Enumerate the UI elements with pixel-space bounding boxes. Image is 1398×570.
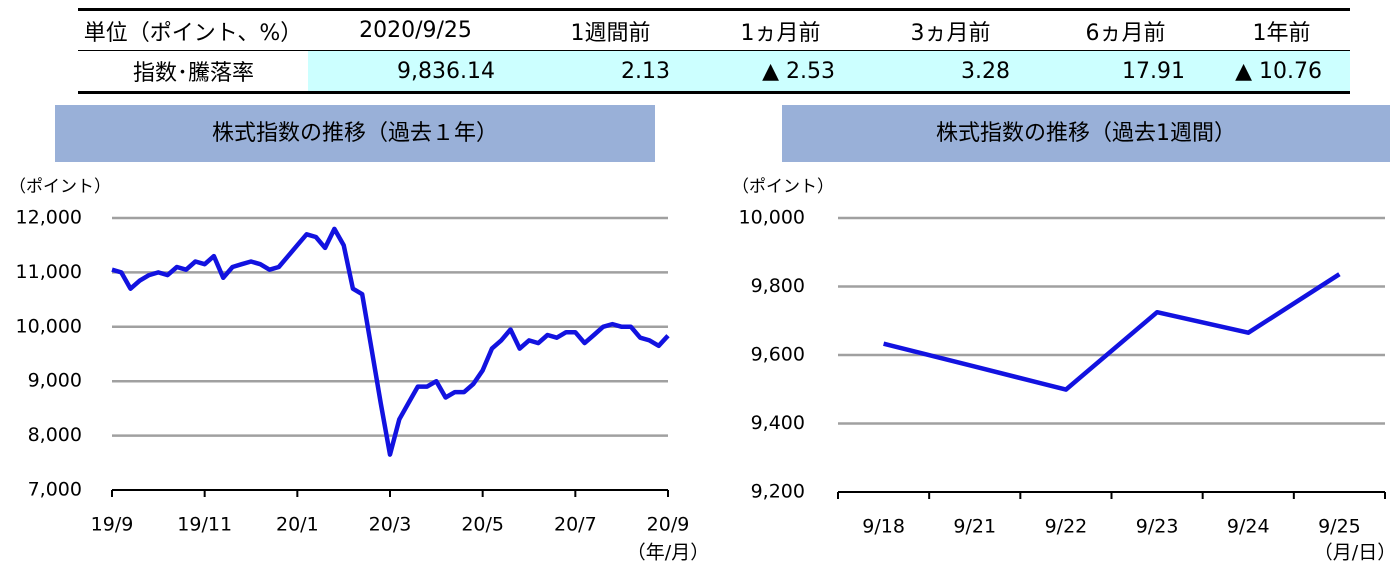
y-tick-label: 10,000 — [16, 315, 82, 337]
x-tick-label: 20/5 — [461, 514, 504, 536]
x-tick-label: 20/9 — [647, 514, 690, 536]
y-tick-label: 8,000 — [28, 424, 82, 446]
x-tick-label: 9/18 — [862, 516, 905, 538]
header-cell: 1年前 — [1213, 8, 1350, 51]
row-label: 指数･騰落率 — [78, 50, 308, 94]
value-cell: ▲ 2.53 — [698, 50, 863, 94]
x-tick-label: 9/22 — [1045, 516, 1088, 538]
x-tick-label: 20/3 — [369, 514, 412, 536]
x-tick-label: 9/25 — [1318, 516, 1361, 538]
title-box — [55, 105, 655, 162]
header-cell: 3ヵ月前 — [863, 8, 1038, 51]
x-tick-label: 20/1 — [276, 514, 319, 536]
chart-title: 株式指数の推移（過去1週間） — [936, 121, 1236, 146]
chart-title: 株式指数の推移（過去１年） — [212, 121, 498, 146]
y-tick-label: 9,400 — [751, 412, 805, 434]
value-cell: ▲ 10.76 — [1213, 50, 1350, 94]
summary-table: 単位（ポイント、%） 2020/9/25 1週間前 1ヵ月前 3ヵ月前 6ヵ月前… — [78, 8, 1350, 94]
header-cell: 1週間前 — [523, 8, 698, 51]
data-line — [111, 226, 670, 457]
x-axis-label: （年/月） — [627, 542, 709, 564]
header-row: 単位（ポイント、%） 2020/9/25 1週間前 1ヵ月前 3ヵ月前 6ヵ月前… — [78, 8, 1350, 51]
y-tick-label: 10,000 — [739, 207, 805, 229]
y-tick-label: 11,000 — [16, 261, 82, 283]
y-axis-label: （ポイント） — [9, 177, 111, 197]
value-cell: 2.13 — [523, 50, 698, 94]
x-axis-label: （月/日） — [1314, 542, 1396, 564]
header-cell: 単位（ポイント、%） — [78, 8, 308, 51]
header-cell: 6ヵ月前 — [1038, 8, 1213, 51]
x-tick-label: 9/21 — [953, 516, 996, 538]
x-tick-label: 19/11 — [177, 514, 232, 536]
y-tick-label: 9,800 — [751, 275, 805, 297]
y-axis-label: （ポイント） — [732, 177, 834, 197]
y-tick-label: 9,600 — [751, 344, 805, 366]
y-tick-label: 12,000 — [16, 207, 82, 229]
x-tick-label: 9/23 — [1136, 516, 1179, 538]
header-cell: 1ヵ月前 — [698, 8, 863, 51]
y-tick-label: 9,200 — [751, 481, 805, 503]
y-tick-label: 9,000 — [28, 370, 82, 392]
x-tick-label: 20/7 — [554, 514, 597, 536]
data-line — [883, 272, 1341, 392]
title-box — [782, 105, 1390, 162]
header-cell: 2020/9/25 — [308, 8, 523, 51]
x-tick-label: 9/24 — [1227, 516, 1270, 538]
value-cell: 17.91 — [1038, 50, 1213, 94]
value-cell: 3.28 — [863, 50, 1038, 94]
value-cell: 9,836.14 — [308, 50, 523, 94]
x-tick-label: 19/9 — [91, 514, 134, 536]
value-row: 指数･騰落率 9,836.14 2.13 ▲ 2.53 3.28 17.91 ▲… — [78, 50, 1350, 94]
y-tick-label: 7,000 — [28, 479, 82, 501]
